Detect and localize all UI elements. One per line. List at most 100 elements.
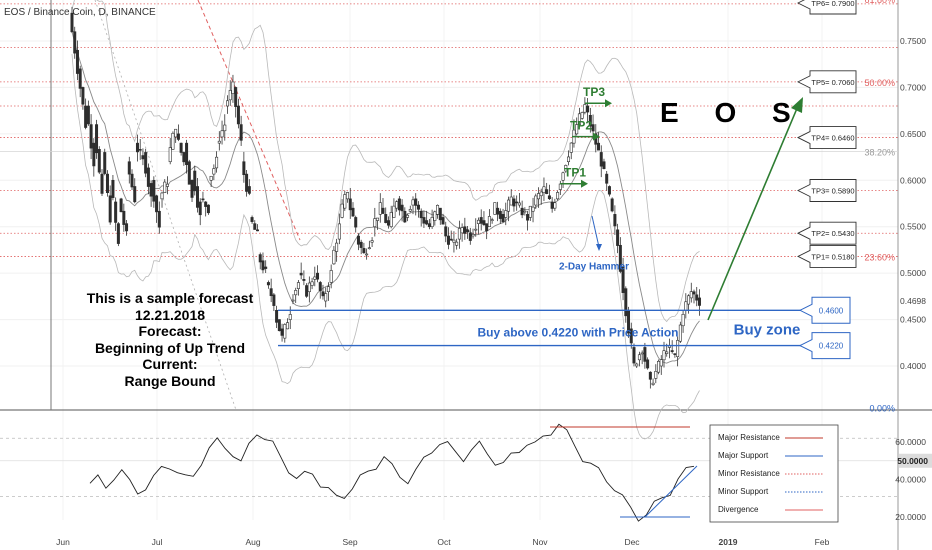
candlesticks bbox=[70, 6, 701, 389]
candle-body bbox=[438, 207, 442, 221]
fib-label: 61.80% bbox=[864, 0, 895, 5]
candle-body bbox=[526, 214, 530, 221]
candle-body bbox=[239, 124, 243, 141]
candle-body bbox=[512, 198, 516, 207]
candle-body bbox=[97, 149, 101, 173]
candle-body bbox=[697, 297, 701, 306]
candle-body bbox=[168, 147, 172, 163]
hammer-pointer bbox=[591, 215, 600, 248]
trend-line bbox=[94, 0, 237, 411]
forecast-line: This is a sample forecast bbox=[86, 290, 254, 306]
candle-body bbox=[75, 49, 79, 74]
tp-label: TP3 bbox=[583, 85, 605, 99]
candle-body bbox=[569, 142, 573, 153]
candle-body bbox=[687, 295, 691, 305]
candle-body bbox=[523, 210, 527, 213]
fib-label: 50.00% bbox=[864, 78, 895, 88]
candle-body bbox=[340, 203, 344, 218]
legend-box bbox=[709, 424, 839, 523]
candle-body bbox=[621, 266, 625, 294]
candle-body bbox=[577, 113, 581, 125]
candle-body bbox=[146, 167, 150, 187]
rsi-support-trend bbox=[644, 465, 698, 518]
buy-zone-bottom-callout bbox=[798, 332, 851, 360]
candle-body bbox=[406, 214, 410, 218]
candle-body bbox=[416, 204, 420, 210]
time-tick-label: Sep bbox=[342, 537, 357, 547]
candle-body bbox=[597, 142, 601, 151]
candle-body bbox=[351, 207, 355, 217]
candle-body bbox=[111, 179, 115, 198]
time-tick-label: Dec bbox=[624, 537, 640, 547]
forecast-line: Forecast: bbox=[138, 323, 202, 339]
candle-body bbox=[155, 195, 159, 213]
candle-body bbox=[133, 186, 137, 203]
candle-body bbox=[296, 282, 300, 289]
candle-body bbox=[545, 189, 549, 194]
candle-body bbox=[182, 152, 186, 163]
candle-body bbox=[575, 124, 579, 135]
candle-body bbox=[501, 214, 505, 223]
candle-body bbox=[517, 202, 521, 206]
candle-body bbox=[381, 207, 385, 214]
tp-arrow-head bbox=[605, 99, 612, 108]
rsi-panel: 60.0000 40.0000 20.0000 50.0000 Major Resist… bbox=[0, 423, 932, 523]
candle-body bbox=[605, 173, 609, 184]
candle-body bbox=[73, 31, 77, 54]
price-tick-label: 0.7000 bbox=[900, 82, 926, 92]
price-tick-label: 0.6000 bbox=[900, 175, 926, 185]
level-lines: 50.00% 38.20% 23.60% 0.00% 61.80% bbox=[0, 0, 898, 413]
candle-body bbox=[395, 201, 399, 209]
candle-body bbox=[258, 254, 262, 263]
candle-body bbox=[288, 314, 292, 320]
candle-body bbox=[635, 363, 639, 367]
candle-body bbox=[471, 234, 475, 237]
candle-body bbox=[220, 130, 224, 138]
time-tick-label: Jun bbox=[56, 537, 70, 547]
price-tick-label: 0.5000 bbox=[900, 268, 926, 278]
candle-body bbox=[84, 105, 88, 128]
candle-body bbox=[411, 199, 415, 206]
candle-body bbox=[316, 272, 320, 280]
candle-body bbox=[204, 201, 208, 207]
candle-body bbox=[498, 210, 502, 219]
candle-body bbox=[564, 165, 568, 172]
candle-body bbox=[616, 229, 620, 246]
candle-body bbox=[433, 211, 437, 221]
candle-body bbox=[624, 288, 628, 317]
last-price-badge bbox=[899, 294, 931, 309]
candle-body bbox=[253, 223, 257, 230]
candle-body bbox=[283, 324, 287, 339]
candle-body bbox=[346, 192, 350, 200]
candle-body bbox=[247, 186, 251, 194]
target-callout bbox=[796, 179, 857, 202]
time-tick-label: Nov bbox=[532, 537, 548, 547]
target-callout bbox=[796, 0, 857, 15]
candle-body bbox=[681, 313, 685, 327]
candle-body bbox=[556, 192, 560, 200]
candle-body bbox=[100, 173, 104, 194]
candle-body bbox=[86, 105, 90, 125]
candle-body bbox=[657, 361, 661, 373]
candle-body bbox=[422, 217, 426, 224]
candle-body bbox=[640, 352, 644, 355]
candle-body bbox=[89, 124, 93, 149]
annotations: Buy above 0.4220 with Price Action Buy zo… bbox=[278, 0, 857, 360]
candle-body bbox=[496, 207, 500, 215]
candle-body bbox=[692, 291, 696, 295]
candle-body bbox=[695, 294, 699, 301]
candle-body bbox=[378, 202, 382, 215]
candle-body bbox=[152, 179, 156, 202]
candle-body bbox=[425, 220, 429, 225]
candle-body bbox=[490, 219, 494, 222]
candle-body bbox=[558, 183, 562, 190]
target-callout bbox=[796, 70, 857, 94]
candle-body bbox=[414, 198, 418, 206]
candle-body bbox=[487, 216, 491, 228]
candle-body bbox=[321, 291, 325, 297]
candle-body bbox=[670, 350, 674, 352]
candle-body bbox=[103, 152, 107, 174]
time-tick-label: Aug bbox=[245, 537, 260, 547]
candle-body bbox=[419, 210, 423, 219]
candle-body bbox=[92, 142, 96, 167]
